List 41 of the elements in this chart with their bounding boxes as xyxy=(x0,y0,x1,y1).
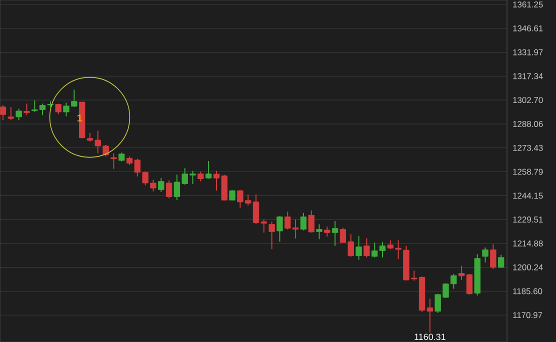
candlestick xyxy=(0,104,6,121)
candlestick xyxy=(8,106,14,121)
candlestick xyxy=(490,244,496,270)
y-tick-label: 1214.88 xyxy=(513,240,543,246)
y-tick-label: 1229.51 xyxy=(513,216,543,223)
candlestick xyxy=(158,178,164,192)
candlestick xyxy=(364,238,370,258)
candlestick xyxy=(229,190,236,201)
y-tick-label: 1273.43 xyxy=(513,144,543,151)
candlestick xyxy=(324,226,330,238)
y-tick-label: 1361.25 xyxy=(513,1,543,8)
y-tick-label: 1200.24 xyxy=(513,264,543,270)
candlestick xyxy=(466,273,473,295)
y-tick-label: 1244.15 xyxy=(513,192,543,199)
candlestick xyxy=(205,160,212,180)
candlestick xyxy=(16,108,22,121)
candlestick xyxy=(316,224,322,240)
candlestick xyxy=(166,180,172,199)
candlestick xyxy=(110,152,117,170)
candlestick xyxy=(276,216,283,242)
candlestick xyxy=(300,212,307,231)
candlestick xyxy=(458,265,465,280)
annotation: 1160.31 xyxy=(414,334,446,340)
candlestick xyxy=(482,246,488,263)
y-tick-label: 1317.34 xyxy=(513,73,543,80)
y-tick-label: 1346.61 xyxy=(513,25,543,32)
y-tick-label: 1302.70 xyxy=(513,97,543,104)
candlestick xyxy=(308,210,314,234)
candlestick xyxy=(356,235,362,260)
candlestick xyxy=(55,103,62,115)
candlestick xyxy=(198,170,204,182)
candlestick xyxy=(24,103,30,116)
y-tick-label: 1170.97 xyxy=(513,312,542,318)
candlestick xyxy=(332,220,338,246)
y-tick-label: 1185.60 xyxy=(513,288,542,294)
candlestick xyxy=(498,254,504,269)
candlestick xyxy=(426,298,434,334)
y-tick-label: 1258.79 xyxy=(513,168,543,175)
y-tick-label: 1288.06 xyxy=(513,120,543,127)
y-tick-label: 1331.97 xyxy=(513,49,543,56)
candlestick xyxy=(268,221,275,250)
